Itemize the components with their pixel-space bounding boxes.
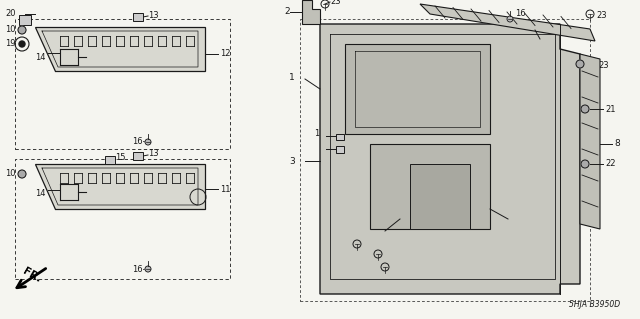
Text: 24: 24 [390,269,401,278]
Text: 23: 23 [596,11,607,20]
Text: 23: 23 [598,61,609,70]
Polygon shape [302,0,320,24]
Text: 16—: 16— [132,264,151,273]
Text: 9: 9 [510,217,516,226]
Text: 3: 3 [289,157,295,166]
Bar [133,152,143,160]
Text: 12: 12 [220,49,230,58]
Bar [19,15,31,25]
Text: 13: 13 [148,150,159,159]
Polygon shape [580,54,600,229]
Polygon shape [35,164,205,209]
Polygon shape [420,4,595,41]
Text: 8: 8 [614,139,620,149]
Text: 15: 15 [115,153,125,162]
Text: 13: 13 [148,11,159,19]
Text: 1: 1 [289,72,295,81]
Circle shape [19,41,25,47]
Text: 11: 11 [220,184,230,194]
Text: 22: 22 [605,160,616,168]
Bar [133,13,143,21]
Text: 10: 10 [5,26,15,34]
Text: 6: 6 [319,146,325,155]
Circle shape [576,60,584,68]
Text: 16—: 16— [132,137,151,146]
Text: 18: 18 [314,130,325,138]
Text: 10: 10 [5,169,15,179]
Polygon shape [320,24,580,294]
Polygon shape [345,44,490,134]
Circle shape [145,139,151,145]
Text: 2: 2 [284,6,290,16]
Circle shape [18,26,26,34]
Text: 21: 21 [605,105,616,114]
Circle shape [581,105,589,113]
Polygon shape [370,144,490,229]
Text: 16: 16 [515,10,525,19]
Text: 17: 17 [382,256,392,265]
Circle shape [581,160,589,168]
Circle shape [145,266,151,272]
Bar [336,134,344,140]
Circle shape [507,16,513,22]
Polygon shape [35,27,205,71]
Text: FR.: FR. [21,266,43,284]
Text: 14: 14 [35,189,45,198]
Polygon shape [410,164,470,229]
Text: 19: 19 [5,40,15,48]
Bar [105,156,115,164]
Text: 5HJA B3950D: 5HJA B3950D [569,300,620,309]
Bar [336,145,344,152]
Text: 23: 23 [330,0,340,5]
Text: 4: 4 [369,229,374,239]
Text: 7: 7 [338,247,343,256]
Text: 5: 5 [542,36,548,46]
Text: 20: 20 [5,9,15,18]
Text: 14: 14 [35,53,45,62]
Circle shape [18,170,26,178]
